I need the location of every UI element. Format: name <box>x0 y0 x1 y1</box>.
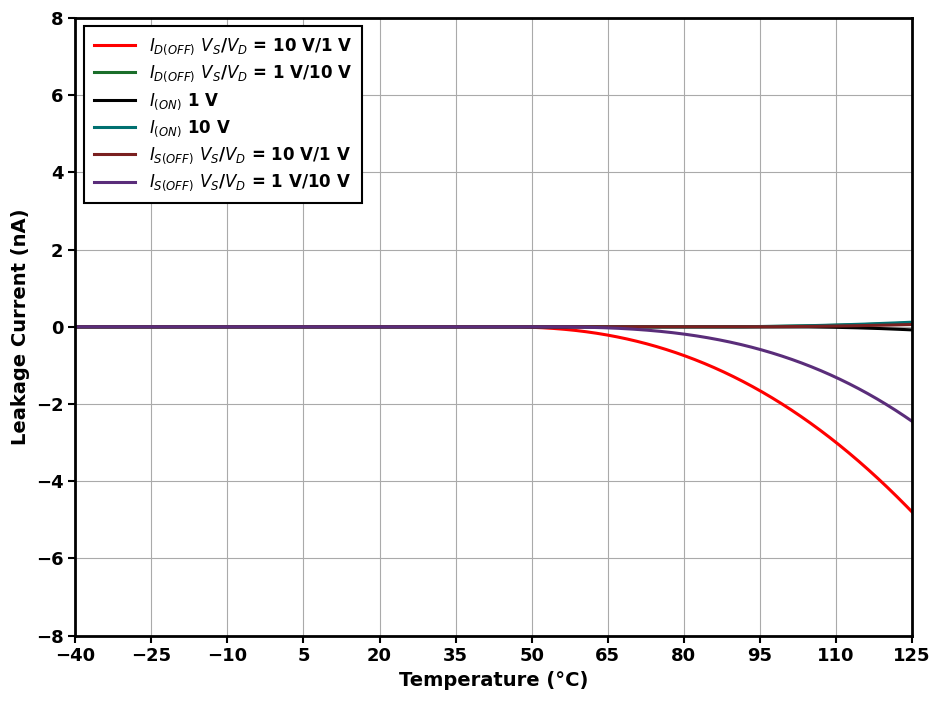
$I_{S(OFF)}$ $V_S$/$V_D$ = 10 V/1 V <box>906 320 918 329</box>
$I_{D(OFF)}$ $V_S$/$V_D$ = 10 V/1 V <box>882 483 893 491</box>
$I_{(ON)}$ 10 V <box>906 318 918 327</box>
$I_{D(OFF)}$ $V_S$/$V_D$ = 10 V/1 V <box>906 508 918 516</box>
$I_{S(OFF)}$ $V_S$/$V_D$ = 10 V/1 V <box>454 322 465 331</box>
$I_{S(OFF)}$ $V_S$/$V_D$ = 1 V/10 V <box>112 322 123 331</box>
$I_{(ON)}$ 1 V <box>883 325 894 333</box>
$I_{S(OFF)}$ $V_S$/$V_D$ = 10 V/1 V <box>882 321 893 329</box>
$I_{(ON)}$ 1 V <box>454 322 465 331</box>
Line: $I_{S(OFF)}$ $V_S$/$V_D$ = 10 V/1 V: $I_{S(OFF)}$ $V_S$/$V_D$ = 10 V/1 V <box>75 325 912 327</box>
X-axis label: Temperature (°C): Temperature (°C) <box>399 671 589 690</box>
$I_{D(OFF)}$ $V_S$/$V_D$ = 10 V/1 V <box>477 322 488 331</box>
$I_{S(OFF)}$ $V_S$/$V_D$ = 10 V/1 V <box>883 321 894 329</box>
$I_{(ON)}$ 10 V <box>883 319 894 327</box>
Line: $I_{(ON)}$ 1 V: $I_{(ON)}$ 1 V <box>75 327 912 330</box>
Line: $I_{S(OFF)}$ $V_S$/$V_D$ = 1 V/10 V: $I_{S(OFF)}$ $V_S$/$V_D$ = 1 V/10 V <box>75 327 912 421</box>
Line: $I_{(ON)}$ 10 V: $I_{(ON)}$ 10 V <box>75 322 912 327</box>
$I_{D(OFF)}$ $V_S$/$V_D$ = 10 V/1 V <box>112 322 123 331</box>
$I_{S(OFF)}$ $V_S$/$V_D$ = 1 V/10 V <box>70 322 81 331</box>
$I_{D(OFF)}$ $V_S$/$V_D$ = 10 V/1 V <box>883 484 894 492</box>
Y-axis label: Leakage Current (nA): Leakage Current (nA) <box>11 209 30 445</box>
$I_{(ON)}$ 10 V <box>70 322 81 331</box>
$I_{(ON)}$ 1 V <box>882 325 893 333</box>
Legend: $I_{D(OFF)}$ $V_S$/$V_D$ = 10 V/1 V, $I_{D(OFF)}$ $V_S$/$V_D$ = 1 V/10 V, $I_{(O: $I_{D(OFF)}$ $V_S$/$V_D$ = 10 V/1 V, $I_… <box>84 27 362 203</box>
$I_{D(OFF)}$ $V_S$/$V_D$ = 1 V/10 V <box>728 322 739 331</box>
$I_{D(OFF)}$ $V_S$/$V_D$ = 1 V/10 V <box>70 322 81 331</box>
$I_{S(OFF)}$ $V_S$/$V_D$ = 10 V/1 V <box>112 322 123 331</box>
$I_{S(OFF)}$ $V_S$/$V_D$ = 10 V/1 V <box>70 322 81 331</box>
$I_{D(OFF)}$ $V_S$/$V_D$ = 1 V/10 V <box>477 322 488 331</box>
$I_{(ON)}$ 1 V <box>728 322 739 331</box>
$I_{(ON)}$ 10 V <box>882 319 893 327</box>
$I_{D(OFF)}$ $V_S$/$V_D$ = 10 V/1 V <box>70 322 81 331</box>
$I_{S(OFF)}$ $V_S$/$V_D$ = 1 V/10 V <box>883 401 894 409</box>
$I_{D(OFF)}$ $V_S$/$V_D$ = 1 V/10 V <box>454 322 465 331</box>
$I_{(ON)}$ 1 V <box>477 322 488 331</box>
$I_{D(OFF)}$ $V_S$/$V_D$ = 10 V/1 V <box>728 373 739 381</box>
$I_{S(OFF)}$ $V_S$/$V_D$ = 10 V/1 V <box>728 322 739 331</box>
Line: $I_{D(OFF)}$ $V_S$/$V_D$ = 1 V/10 V: $I_{D(OFF)}$ $V_S$/$V_D$ = 1 V/10 V <box>75 323 912 327</box>
$I_{D(OFF)}$ $V_S$/$V_D$ = 1 V/10 V <box>883 320 894 328</box>
$I_{(ON)}$ 10 V <box>477 322 488 331</box>
$I_{S(OFF)}$ $V_S$/$V_D$ = 1 V/10 V <box>906 417 918 426</box>
$I_{S(OFF)}$ $V_S$/$V_D$ = 1 V/10 V <box>454 322 465 331</box>
$I_{S(OFF)}$ $V_S$/$V_D$ = 1 V/10 V <box>728 339 739 347</box>
$I_{D(OFF)}$ $V_S$/$V_D$ = 1 V/10 V <box>882 320 893 328</box>
$I_{(ON)}$ 10 V <box>112 322 123 331</box>
$I_{D(OFF)}$ $V_S$/$V_D$ = 1 V/10 V <box>112 322 123 331</box>
$I_{(ON)}$ 1 V <box>70 322 81 331</box>
$I_{D(OFF)}$ $V_S$/$V_D$ = 10 V/1 V <box>454 322 465 331</box>
$I_{S(OFF)}$ $V_S$/$V_D$ = 1 V/10 V <box>477 322 488 331</box>
$I_{S(OFF)}$ $V_S$/$V_D$ = 10 V/1 V <box>477 322 488 331</box>
$I_{(ON)}$ 1 V <box>112 322 123 331</box>
$I_{(ON)}$ 1 V <box>906 326 918 334</box>
Line: $I_{D(OFF)}$ $V_S$/$V_D$ = 10 V/1 V: $I_{D(OFF)}$ $V_S$/$V_D$ = 10 V/1 V <box>75 327 912 512</box>
$I_{S(OFF)}$ $V_S$/$V_D$ = 1 V/10 V <box>882 401 893 409</box>
$I_{(ON)}$ 10 V <box>728 322 739 331</box>
$I_{D(OFF)}$ $V_S$/$V_D$ = 1 V/10 V <box>906 319 918 327</box>
$I_{(ON)}$ 10 V <box>454 322 465 331</box>
